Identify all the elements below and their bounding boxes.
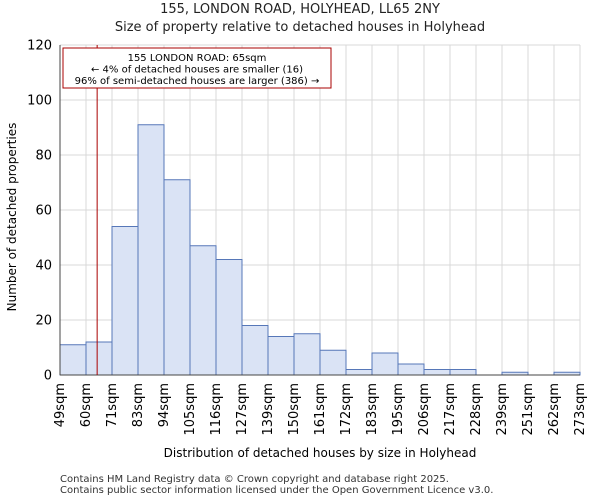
y-tick-label: 100 xyxy=(27,94,52,109)
histogram-bar xyxy=(137,124,165,376)
x-tick-label: 161sqm xyxy=(313,383,328,436)
histogram-bar xyxy=(85,341,113,376)
x-tick-label: 262sqm xyxy=(547,383,562,436)
x-tick-label: 217sqm xyxy=(443,383,458,436)
x-tick-label: 71sqm xyxy=(105,383,120,427)
histogram-bar xyxy=(189,245,217,376)
histogram-bar xyxy=(59,344,87,376)
annotation-line-2: ← 4% of detached houses are smaller (16) xyxy=(91,65,303,76)
histogram-bar xyxy=(111,226,139,376)
footer-line-1: Contains HM Land Registry data © Crown c… xyxy=(60,474,449,485)
histogram-bar xyxy=(423,369,451,376)
histogram-bar xyxy=(397,363,425,376)
histogram-bar xyxy=(241,325,269,376)
histogram-bar xyxy=(293,333,321,376)
x-tick-label: 195sqm xyxy=(391,383,406,436)
y-tick-label: 120 xyxy=(27,39,52,54)
bars xyxy=(59,124,581,376)
x-tick-label: 150sqm xyxy=(287,383,302,436)
y-tick-label: 20 xyxy=(35,314,52,329)
annotation-line-3: 96% of semi-detached houses are larger (… xyxy=(75,76,320,87)
y-axis-label: Number of detached properties xyxy=(5,123,19,312)
x-ticks: 49sqm 60sqm 71sqm 83sqm 94sqm 105sqm 116sqm 127… xyxy=(53,383,588,436)
histogram-bar xyxy=(215,259,243,376)
x-tick-label: 172sqm xyxy=(339,383,354,436)
y-tick-label: 40 xyxy=(35,259,52,274)
y-tick-label: 80 xyxy=(35,149,52,164)
chart-subtitle: Size of property relative to detached ho… xyxy=(114,20,486,35)
x-tick-label: 116sqm xyxy=(209,383,224,436)
histogram-bar xyxy=(163,179,191,376)
x-tick-label: 239sqm xyxy=(495,383,510,436)
footer-line-2: Contains public sector information licen… xyxy=(60,485,494,496)
histogram-bar xyxy=(449,369,477,376)
x-tick-label: 273sqm xyxy=(573,383,588,436)
x-tick-label: 139sqm xyxy=(261,383,276,436)
annotation-line-1: 155 LONDON ROAD: 65sqm xyxy=(128,53,267,64)
x-tick-label: 206sqm xyxy=(417,383,432,436)
histogram-bar xyxy=(319,349,347,376)
axes xyxy=(59,45,580,376)
x-tick-label: 94sqm xyxy=(157,383,172,427)
x-tick-label: 49sqm xyxy=(53,383,68,427)
y-ticks: 0 20 40 60 80 100 120 xyxy=(27,39,52,384)
x-tick-label: 83sqm xyxy=(131,383,146,427)
histogram-bar xyxy=(345,369,373,376)
x-axis-label: Distribution of detached houses by size … xyxy=(164,446,477,460)
x-tick-label: 228sqm xyxy=(469,383,484,436)
x-tick-label: 105sqm xyxy=(183,383,198,436)
annotation-box: 155 LONDON ROAD: 65sqm ← 4% of detached … xyxy=(62,47,332,89)
histogram-bar xyxy=(371,352,399,376)
y-tick-label: 0 xyxy=(44,369,52,384)
x-tick-label: 127sqm xyxy=(235,383,250,436)
x-tick-label: 251sqm xyxy=(521,383,536,436)
y-tick-label: 60 xyxy=(35,204,52,219)
histogram-bar xyxy=(267,336,295,376)
chart-title: 155, LONDON ROAD, HOLYHEAD, LL65 2NY xyxy=(160,2,440,17)
x-tick-label: 60sqm xyxy=(79,383,94,427)
x-tick-label: 183sqm xyxy=(365,383,380,436)
